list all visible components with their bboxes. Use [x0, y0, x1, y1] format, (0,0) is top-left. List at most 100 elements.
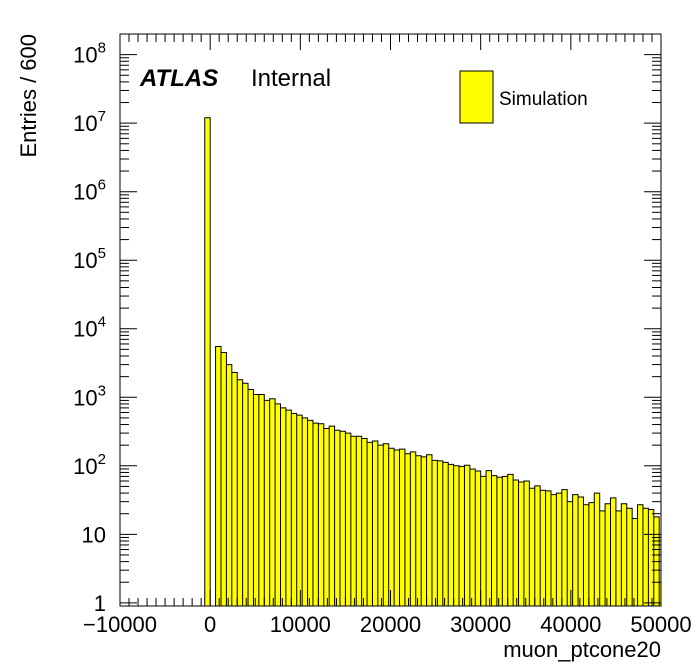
histogram-bar	[578, 497, 584, 606]
legend-label: Simulation	[499, 89, 588, 110]
histogram-bar	[296, 415, 303, 606]
x-tick-label: 10000	[270, 612, 331, 637]
histogram-bar	[437, 460, 443, 606]
x-axis-ticks	[119, 34, 662, 606]
histogram-bar	[491, 475, 497, 606]
atlas-status-label: Internal	[251, 65, 331, 92]
histogram-bar	[372, 441, 378, 606]
histogram-bar	[502, 476, 508, 606]
histogram-bar	[367, 442, 373, 606]
histogram-bar	[204, 117, 211, 606]
x-tick-label: 40000	[540, 612, 601, 637]
y-tick-label: 106	[73, 177, 106, 205]
histogram-bar	[215, 346, 221, 606]
histogram-bar	[588, 502, 595, 606]
histogram-bar	[648, 509, 654, 606]
histogram-bar	[529, 488, 535, 606]
histogram-bar	[572, 494, 579, 606]
histogram-bar	[383, 443, 389, 606]
histogram-bar	[610, 497, 616, 606]
histogram-bar	[361, 438, 368, 606]
histogram-bar	[307, 420, 313, 606]
histogram-bar	[475, 470, 481, 606]
histogram-bar	[242, 383, 249, 606]
histogram-bar	[583, 504, 589, 606]
histogram-bar	[431, 460, 438, 606]
histogram-bar	[377, 445, 384, 606]
y-tick-label: 10	[82, 522, 106, 547]
histogram-bar	[480, 476, 487, 606]
histogram-bar	[496, 477, 503, 606]
y-axis-title: Entries / 600	[16, 34, 41, 158]
histogram-bar	[318, 423, 324, 606]
histogram-bar	[291, 413, 297, 606]
y-tick-label: 108	[73, 40, 106, 68]
histogram-bar	[258, 394, 265, 606]
histogram-bar	[323, 428, 330, 606]
histogram-bar	[220, 352, 227, 606]
histogram-bar	[545, 490, 551, 606]
histogram-bar	[626, 508, 633, 606]
histogram-bar	[605, 503, 611, 606]
histogram-bar	[550, 494, 557, 606]
histogram-bar	[388, 448, 395, 606]
histogram-bar	[280, 407, 286, 606]
histogram-bar	[486, 470, 492, 606]
histogram-bar	[404, 453, 411, 606]
y-tick-label: 102	[73, 451, 106, 479]
histogram-bar	[513, 480, 519, 606]
y-tick-label: 103	[73, 382, 106, 410]
histogram-bar	[556, 493, 562, 606]
histogram-bar	[567, 501, 573, 606]
histogram-bar	[453, 465, 460, 606]
histogram-bar	[399, 449, 405, 606]
histogram-bar	[459, 466, 465, 606]
histogram-bar	[253, 394, 259, 606]
histogram-bar	[285, 410, 292, 606]
histogram-bar	[642, 508, 649, 606]
histogram-bar	[632, 518, 638, 606]
histogram-bar	[329, 426, 335, 606]
histogram-outline	[204, 117, 662, 606]
histogram-bars	[204, 117, 661, 606]
x-tick-label: 0	[204, 612, 216, 637]
histogram-bar	[448, 464, 454, 606]
histogram-bar	[302, 417, 308, 606]
histogram-bar	[540, 490, 546, 606]
histogram-bar	[394, 450, 400, 606]
histogram-bar	[518, 482, 524, 606]
histogram-bar	[637, 504, 643, 606]
histogram-bar	[615, 510, 622, 606]
histogram-bar	[340, 431, 346, 606]
histogram-bar	[594, 493, 600, 606]
histogram-bar	[264, 400, 270, 606]
histogram-bar	[659, 582, 661, 606]
histogram-bar	[350, 436, 357, 606]
histogram-bar	[561, 489, 568, 606]
x-axis-title: muon_ptcone20	[503, 637, 661, 662]
histogram-bar	[356, 436, 362, 606]
y-axis-tick-labels: 1 10 102 103 104 105 106 107 108	[73, 40, 106, 616]
histogram-bar	[442, 462, 449, 606]
legend-swatch	[459, 70, 494, 124]
histogram-bar	[248, 389, 254, 606]
y-tick-label: 1	[94, 591, 106, 616]
y-tick-label: 104	[73, 314, 106, 342]
histogram-bar	[237, 379, 243, 606]
histogram-bar	[345, 433, 351, 606]
histogram-bar	[421, 456, 427, 606]
y-axis-ticks	[120, 33, 661, 604]
histogram-bar	[415, 455, 422, 606]
x-tick-label: 50000	[630, 612, 691, 637]
histogram-bar	[464, 465, 470, 606]
histogram-bar	[621, 503, 627, 606]
histogram-bar	[410, 451, 416, 606]
histogram-bar	[523, 481, 530, 606]
histogram-bar	[275, 403, 281, 606]
histogram-bar	[312, 423, 319, 606]
y-tick-label: 107	[73, 108, 106, 136]
y-tick-label: 105	[73, 245, 106, 273]
x-tick-label: −10000	[83, 612, 157, 637]
histogram-bar	[231, 372, 238, 606]
histogram-bar	[507, 474, 514, 606]
